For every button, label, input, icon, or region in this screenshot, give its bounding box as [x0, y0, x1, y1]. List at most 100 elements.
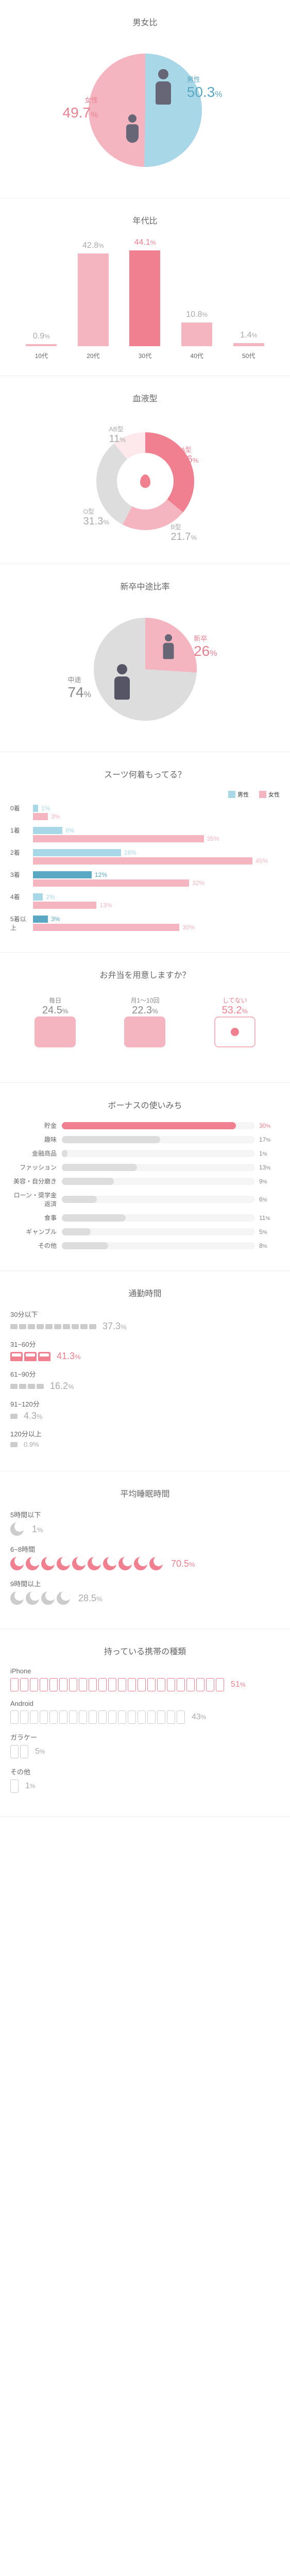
phone-icon	[59, 1710, 67, 1724]
age-bar-pct: 0.9%	[33, 332, 50, 341]
bonus-bar	[62, 1242, 108, 1249]
phone-icon	[177, 1678, 185, 1691]
age-bar-label: 30代	[139, 351, 151, 360]
bonus-bar	[62, 1214, 126, 1222]
train-icon	[10, 1352, 23, 1361]
bonus-label: その他	[10, 1241, 62, 1250]
hiring-title: 新卒中途比率	[10, 580, 280, 592]
age-bar-label: 40代	[190, 351, 203, 360]
phone-label: Android	[10, 1700, 280, 1707]
phone-label: ガラケー	[10, 1732, 280, 1742]
commute-dot-icon	[10, 1384, 18, 1389]
bonus-row: 趣味 17%	[10, 1135, 280, 1144]
commute-title: 通勤時間	[10, 1286, 280, 1299]
suits-label: 0着	[10, 804, 31, 812]
suits-rows: 0着 1% 3% 1着 6% 35% 2着 18% 45% 3着 12% 32%…	[10, 804, 280, 934]
moon-icon	[10, 1522, 24, 1536]
age-bars: 0.9% 10代 42.8% 20代 44.1% 30代 10.8% 40代 1…	[10, 236, 280, 360]
commute-dot-icon	[10, 1324, 18, 1329]
age-bar-pct: 1.4%	[240, 331, 257, 340]
suits-female-bar	[33, 902, 96, 909]
gender-male-label: 男性 50.3%	[187, 74, 223, 100]
age-bar: 42.8% 20代	[78, 241, 109, 360]
age-bar-fill	[26, 344, 57, 346]
bonus-row: 金融商品 1%	[10, 1149, 280, 1158]
bonus-pct: 9%	[259, 1178, 280, 1185]
suits-section: スーツ何着もってる？ 男性 女性 0着 1% 3% 1着 6% 35% 2着 1…	[0, 752, 290, 953]
phone-icon	[186, 1678, 195, 1691]
bento-pct: 53.2%	[214, 1005, 255, 1016]
commute-dot-icon	[45, 1324, 53, 1329]
sleep-section: 平均睡眠時間 5時間以下 1% 6~8時間 70.5% 9時間以上 28.5%	[0, 1471, 290, 1629]
hiring-new-label: 新卒 26%	[194, 633, 217, 659]
gender-female-label: 女性 49.7%	[63, 95, 98, 121]
phone-icon	[49, 1678, 58, 1691]
phone-icon	[157, 1678, 165, 1691]
suits-male-bar	[33, 871, 92, 878]
blood-label: O型 31.3%	[83, 507, 110, 528]
suits-row: 3着 12% 32%	[10, 870, 280, 889]
hiring-pie: 新卒 26% 中途 74%	[78, 602, 212, 736]
age-bar-label: 10代	[35, 351, 48, 360]
bonus-bar	[62, 1164, 137, 1171]
commute-pct: 4.3%	[24, 1411, 43, 1421]
bonus-pct: 8%	[259, 1242, 280, 1249]
suits-row: 5着以上 3% 30%	[10, 914, 280, 934]
bento-box-icon	[35, 1016, 76, 1047]
phone-icon	[10, 1710, 19, 1724]
suits-male-bar	[33, 893, 43, 901]
age-bar: 10.8% 40代	[181, 310, 212, 360]
phone-icon	[49, 1710, 58, 1724]
bonus-row: ファッション 13%	[10, 1163, 280, 1172]
age-bar: 1.4% 50代	[233, 331, 264, 360]
commute-row: 61~90分 16.2%	[10, 1369, 280, 1392]
female-person-icon	[122, 114, 143, 147]
phone-icon	[40, 1710, 48, 1724]
phone-icon	[40, 1678, 48, 1691]
legend-female: 女性	[259, 790, 280, 799]
moon-icon	[26, 1591, 39, 1605]
gender-section: 男女比 男性 50.3% 女性 49.7%	[0, 0, 290, 198]
blood-drop-icon	[140, 474, 150, 488]
moon-icon	[118, 1557, 132, 1570]
commute-section: 通勤時間 30分以下 37.3% 31~60分 41.3% 61~90分 16.…	[0, 1271, 290, 1471]
age-section: 年代比 0.9% 10代 42.8% 20代 44.1% 30代 10.8% 4…	[0, 198, 290, 376]
phone-icon	[167, 1678, 175, 1691]
bento-item: 毎日 24.5%	[29, 991, 81, 1057]
bonus-row: 美容・自分磨き 9%	[10, 1177, 280, 1185]
blood-donut: A型 36% B型 21.7% O型 31.3% AB型 11%	[78, 414, 212, 548]
phone-icon	[138, 1678, 146, 1691]
phone-icon	[98, 1710, 107, 1724]
phone-pct: 51%	[231, 1680, 245, 1689]
sleep-row: 5時間以下 1%	[10, 1510, 280, 1536]
suits-row: 1着 6% 35%	[10, 826, 280, 845]
commute-dot-icon	[28, 1384, 35, 1389]
age-bar: 44.1% 30代	[129, 238, 160, 360]
moon-icon	[10, 1591, 24, 1605]
bento-box-icon	[124, 1016, 165, 1047]
phone-row: その他 1%	[10, 1767, 280, 1793]
sleep-label: 6~8時間	[10, 1544, 280, 1554]
phone-icon	[108, 1678, 116, 1691]
phone-title: 持っている携帯の種類	[10, 1645, 280, 1657]
sleep-label: 9時間以上	[10, 1579, 280, 1588]
phone-icon	[79, 1710, 87, 1724]
phone-pct: 1%	[25, 1782, 36, 1791]
commute-label: 120分以上	[10, 1429, 280, 1438]
phone-icon	[118, 1678, 126, 1691]
bonus-label: ギャンブル	[10, 1227, 62, 1236]
bonus-label: ローン・奨学金返済	[10, 1191, 62, 1208]
bonus-row: その他 8%	[10, 1241, 280, 1250]
phone-icon	[10, 1745, 19, 1758]
suits-label: 1着	[10, 826, 31, 835]
phone-icon	[128, 1678, 136, 1691]
commute-dot-icon	[10, 1414, 18, 1419]
suits-female-bar	[33, 813, 47, 820]
moon-icon	[10, 1557, 24, 1570]
commute-rows: 30分以下 37.3% 31~60分 41.3% 61~90分 16.2% 91…	[10, 1309, 280, 1448]
commute-label: 61~90分	[10, 1369, 280, 1379]
phone-row: iPhone 51%	[10, 1667, 280, 1691]
phone-icon	[10, 1780, 19, 1793]
commute-pct: 37.3%	[103, 1321, 127, 1332]
bonus-label: 食事	[10, 1213, 62, 1222]
